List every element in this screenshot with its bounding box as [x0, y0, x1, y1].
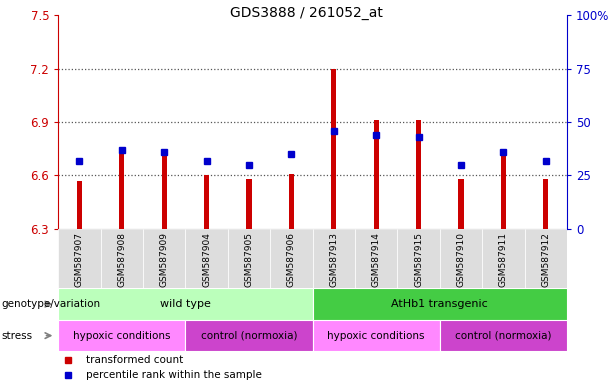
Bar — [355, 229, 397, 288]
Bar — [58, 320, 185, 351]
Bar — [374, 120, 379, 229]
Text: GSM587911: GSM587911 — [499, 232, 508, 287]
Text: GDS3888 / 261052_at: GDS3888 / 261052_at — [230, 6, 383, 20]
Bar — [289, 174, 294, 229]
Text: GSM587912: GSM587912 — [541, 232, 550, 287]
Text: percentile rank within the sample: percentile rank within the sample — [86, 370, 262, 380]
Bar — [204, 175, 209, 229]
Text: control (normoxia): control (normoxia) — [455, 331, 552, 341]
Bar — [120, 154, 124, 229]
Text: control (normoxia): control (normoxia) — [201, 331, 297, 341]
Text: GSM587913: GSM587913 — [329, 232, 338, 287]
Bar — [440, 229, 482, 288]
Bar — [525, 229, 567, 288]
Text: hypoxic conditions: hypoxic conditions — [327, 331, 425, 341]
Text: transformed count: transformed count — [86, 356, 183, 366]
Text: GSM587915: GSM587915 — [414, 232, 423, 287]
Bar — [101, 229, 143, 288]
Bar — [416, 120, 421, 229]
Bar — [543, 179, 549, 229]
Text: GSM587914: GSM587914 — [371, 232, 381, 287]
Text: GSM587907: GSM587907 — [75, 232, 84, 287]
Text: hypoxic conditions: hypoxic conditions — [73, 331, 170, 341]
Bar — [58, 288, 313, 320]
Bar — [246, 179, 251, 229]
Text: AtHb1 transgenic: AtHb1 transgenic — [392, 299, 488, 309]
Bar — [313, 229, 355, 288]
Bar — [77, 181, 82, 229]
Bar — [482, 229, 525, 288]
Bar — [440, 320, 567, 351]
Bar — [459, 179, 463, 229]
Bar — [331, 69, 337, 229]
Bar — [162, 154, 167, 229]
Bar — [185, 320, 313, 351]
Text: GSM587905: GSM587905 — [245, 232, 254, 287]
Bar — [397, 229, 440, 288]
Text: stress: stress — [1, 331, 32, 341]
Bar — [228, 229, 270, 288]
Bar — [313, 320, 440, 351]
Text: GSM587909: GSM587909 — [160, 232, 169, 287]
Text: GSM587904: GSM587904 — [202, 232, 211, 287]
Text: GSM587910: GSM587910 — [457, 232, 465, 287]
Text: GSM587908: GSM587908 — [117, 232, 126, 287]
Bar — [58, 229, 101, 288]
Bar — [143, 229, 186, 288]
Bar — [313, 288, 567, 320]
Bar — [270, 229, 313, 288]
Bar — [185, 229, 228, 288]
Text: wild type: wild type — [160, 299, 211, 309]
Text: genotype/variation: genotype/variation — [1, 299, 101, 309]
Text: GSM587906: GSM587906 — [287, 232, 296, 287]
Bar — [501, 154, 506, 229]
